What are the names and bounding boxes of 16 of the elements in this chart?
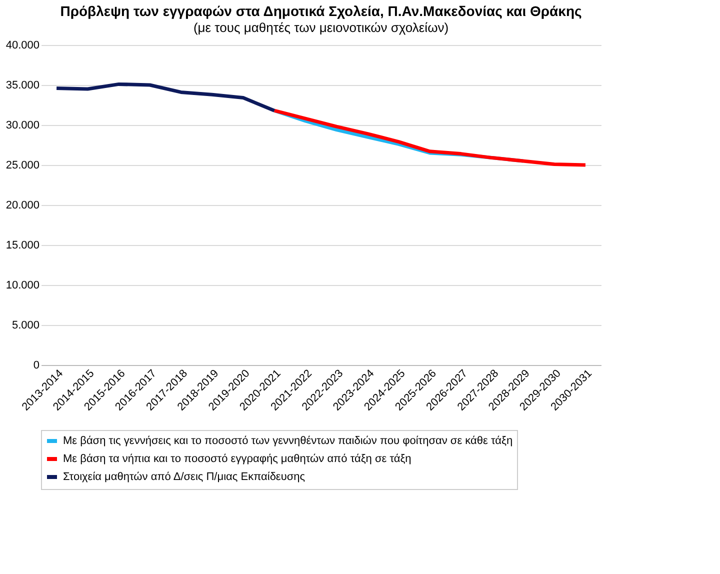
y-tick-label: 15.000: [6, 240, 40, 252]
line-series: [272, 108, 588, 167]
y-tick-label: 25.000: [6, 160, 40, 172]
y-tick-label: 5.000: [12, 320, 40, 332]
y-tick-label: 20.000: [6, 200, 40, 212]
y-tick-label: 0: [33, 360, 40, 372]
y-tick-label: 10.000: [6, 280, 40, 292]
chart-subtitle: (με τους μαθητές των μειονοτικών σχολείων): [193, 20, 449, 35]
y-tick-label: 30.000: [6, 120, 40, 132]
line-series: [54, 82, 276, 112]
legend-label: Με βάση τις γεννήσεις και το ποσοστό των γεννηθέντων παιδιών που φοίτησαν σε κάθε τάξη: [63, 435, 513, 447]
y-tick-label: 35.000: [6, 80, 40, 92]
legend-label: Στοιχεία μαθητών από Δ/σεις Π/μιας Εκπαίδευσης: [63, 471, 306, 483]
y-tick-label: 40.000: [6, 40, 40, 52]
chart-title: Πρόβλεψη των εγγραφών στα Δημοτικά Σχολεία, Π.Αν.Μακεδονίας και Θράκης: [60, 3, 582, 19]
legend-label: Με βάση τα νήπια και το ποσοστό εγγραφής μαθητών από τάξη σε τάξη: [63, 453, 412, 465]
